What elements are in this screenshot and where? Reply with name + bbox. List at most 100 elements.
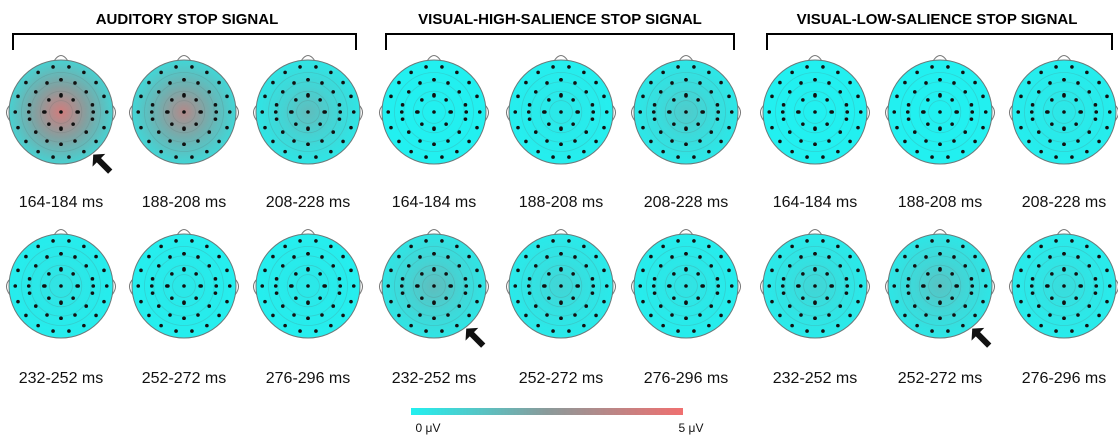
electrode-dot	[692, 155, 696, 159]
electrode-dot	[225, 94, 229, 99]
electrode-dot	[217, 139, 221, 144]
electrode-dot	[670, 139, 674, 143]
time-window-label: 164-184 ms	[19, 194, 104, 211]
electrode-dot	[205, 70, 209, 75]
electrode-dot	[981, 125, 985, 130]
electrode-dot	[1062, 251, 1066, 256]
electrode-dot	[707, 244, 711, 249]
electrode-dot	[719, 139, 723, 144]
electrode-dot	[306, 142, 310, 147]
electrode-dot	[389, 125, 393, 130]
electrode-dot	[950, 272, 954, 276]
electrode-dot	[182, 77, 186, 82]
electrode-dot	[915, 149, 919, 154]
electrode-dot	[59, 251, 63, 256]
electrode-dot	[672, 296, 676, 300]
electrode-dot	[709, 264, 714, 268]
electrode-dot	[196, 139, 200, 143]
electrode-dot	[700, 284, 704, 288]
electrode-dot	[813, 300, 817, 304]
electrode-dot	[983, 284, 988, 288]
electrode-dot	[790, 244, 794, 249]
electrode-dot	[82, 149, 86, 154]
electrode-dot	[67, 239, 71, 243]
electrode-dot	[805, 155, 809, 159]
electrode-dot	[813, 251, 817, 256]
electrode-dot	[432, 316, 436, 321]
electrode-dot	[905, 110, 910, 114]
electrode-dot	[692, 65, 696, 69]
electrode-dot	[446, 255, 450, 259]
electrode-dot	[602, 268, 606, 273]
topo-map	[253, 229, 363, 339]
electrode-dot	[156, 90, 161, 94]
electrode-dot	[825, 98, 829, 102]
electrode-dot	[455, 70, 459, 75]
electrode-dot	[156, 304, 161, 308]
electrode-dot	[698, 139, 702, 143]
electrode-dot	[716, 284, 721, 288]
electrode-dot	[1030, 103, 1035, 107]
electrode-dot	[400, 291, 405, 295]
electrode-dot	[787, 130, 792, 134]
electrode-dot	[727, 94, 731, 99]
electrode-dot	[536, 149, 540, 154]
electrode-dot	[661, 244, 665, 249]
electrode-dot	[684, 94, 688, 98]
electrode-dot	[463, 291, 468, 295]
electrode-dot	[906, 103, 911, 107]
electrode-dot	[905, 284, 910, 288]
electrode-dot	[604, 110, 609, 114]
electrode-dot	[329, 70, 333, 75]
topo-map	[506, 55, 616, 165]
electrode-dot	[516, 125, 520, 130]
electrode-dot	[194, 272, 198, 276]
electrode-dot	[602, 94, 606, 99]
electrode-dot	[225, 125, 229, 130]
electrode-dot	[946, 239, 950, 243]
time-window-label: 252-272 ms	[898, 370, 983, 387]
electrode-dot	[1076, 139, 1080, 143]
electrode-dot	[139, 125, 143, 130]
electrode-dot	[329, 244, 333, 249]
electrode-dot	[455, 244, 459, 249]
electrode-dot	[194, 98, 198, 102]
contour-line	[1024, 72, 1104, 152]
contour-line	[162, 264, 206, 308]
electrode-dot	[856, 268, 860, 273]
electrode-dot	[641, 125, 645, 130]
electrode-dot	[82, 244, 86, 249]
electrode-dot	[524, 139, 528, 144]
electrode-dot	[821, 155, 825, 159]
electrode-dot	[684, 77, 688, 82]
electrode-dot	[715, 277, 720, 281]
electrode-dot	[895, 94, 899, 99]
electrode-dot	[1054, 329, 1058, 333]
electrode-dot	[294, 98, 298, 102]
electrode-dot	[280, 304, 285, 308]
electrode-dot	[1030, 291, 1035, 295]
electrode-dot	[801, 272, 805, 276]
electrode-dot	[924, 81, 928, 85]
electrode-dot	[915, 70, 919, 75]
electrode-dot	[182, 284, 186, 288]
electrode-dot	[207, 304, 212, 308]
electrode-dot	[790, 323, 794, 328]
electrode-dot	[961, 244, 965, 249]
electrode-dot	[584, 90, 589, 94]
electrode-dot	[280, 90, 285, 94]
contour-line	[909, 81, 971, 143]
electrode-dot	[102, 94, 106, 99]
electrode-dot	[440, 329, 444, 333]
electrode-dot	[24, 139, 28, 144]
electrode-dot	[513, 110, 518, 114]
electrode-dot	[527, 117, 532, 121]
electrode-dot	[59, 284, 63, 288]
topo-map	[1009, 229, 1118, 339]
electrode-dot	[298, 155, 302, 159]
electrode-dot	[790, 70, 794, 75]
electrode-dot	[707, 70, 711, 75]
electrode-dot	[961, 323, 965, 328]
electrode-dot	[567, 65, 571, 69]
electrode-dot	[27, 291, 32, 295]
